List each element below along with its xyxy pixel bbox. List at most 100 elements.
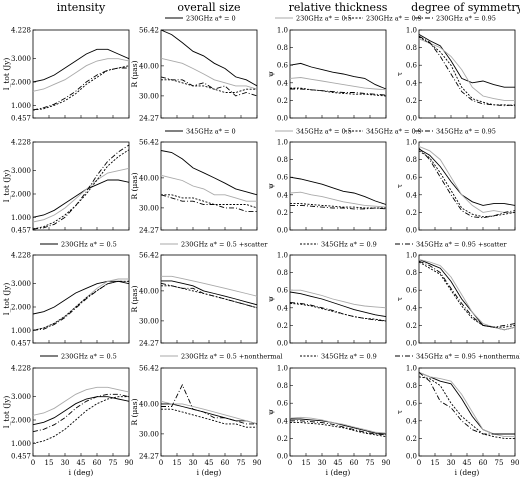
y-tick-label: 1.0 (406, 27, 417, 35)
panel-r2-size: 24.27 30.00 40.00 56.42 R (μas) (130, 139, 258, 235)
x-tick-label: 75 (237, 459, 246, 467)
column-title-thickness: relative thickness (289, 1, 388, 14)
y-tick-label: 1.0 (406, 252, 417, 260)
y-tick-label: 40.00 (139, 62, 159, 70)
series-line-2 (160, 174, 257, 202)
x-tick-label: 90 (125, 459, 134, 467)
panel-r3-symmetry: 0.0 0.2 0.4 0.6 0.8 1.0 τ (395, 252, 516, 348)
series-line-4 (290, 420, 387, 436)
y-tick-label: 0.8 (406, 269, 417, 277)
series-line-2 (32, 386, 130, 416)
series-line-4 (161, 383, 257, 425)
y-tick-label: 0.4 (277, 304, 289, 312)
y-tick-label: 3.000 (11, 280, 31, 288)
x-tick-label: 75 (109, 459, 118, 467)
series-line-3 (32, 149, 130, 230)
y-tick-label: 0.6 (406, 62, 418, 70)
x-tick-label: 45 (334, 459, 343, 467)
x-tick-label: 30 (318, 459, 327, 467)
series-line-1 (32, 280, 130, 315)
y-tick-label: 0.0 (406, 115, 417, 123)
y-tick-label: 30.00 (139, 430, 159, 438)
series-line-2 (160, 57, 258, 90)
legend-label: 345GHz a* = 0.5 (296, 127, 352, 135)
panel-r4-size: 24.27 30.00 40.00 56.42 R (μas) 0 15 30 45 60 75 90… (130, 365, 261, 478)
series-line-4 (290, 204, 387, 210)
series-line-4 (160, 282, 258, 309)
y-tick-label: 56.42 (139, 139, 159, 147)
x-tick-label: 15 (173, 459, 182, 467)
y-tick-label: 0.6 (406, 400, 418, 408)
y-tick-label: 0.0 (277, 340, 288, 348)
y-tick-label: 1.0 (277, 365, 288, 373)
y-axis-label: ψ (266, 183, 275, 189)
series-line-4 (418, 260, 516, 328)
series-line-2 (418, 38, 515, 101)
series-line-1 (289, 291, 387, 318)
y-axis-label: R (μas) (130, 398, 139, 425)
y-tick-label: 30.00 (139, 317, 159, 325)
y-tick-label: 4.228 (11, 252, 31, 260)
series-line-1 (32, 396, 130, 426)
plot-frame (418, 29, 516, 119)
x-tick-label: 0 (417, 459, 421, 467)
y-tick-label: 0.4 (277, 191, 289, 199)
series-line-1 (32, 48, 130, 83)
x-tick-label: 30 (61, 459, 70, 467)
plot-frame (418, 254, 516, 344)
y-axis-label: τ (395, 410, 404, 414)
series-line-2 (418, 371, 515, 438)
legend-label: 345GHz a* = 0.95 +nonthermal (416, 352, 520, 360)
series-line-4 (418, 35, 516, 107)
y-tick-label: 2.000 (11, 190, 31, 198)
y-tick-label: 0.0 (406, 340, 417, 348)
plot-frame (32, 367, 130, 457)
x-tick-label: 0 (31, 459, 35, 467)
y-tick-label: 0.457 (11, 340, 31, 348)
series-line-2 (418, 145, 515, 213)
series-line-4 (32, 393, 130, 433)
series-line-3 (418, 376, 515, 439)
y-tick-label: 0.2 (277, 97, 288, 105)
y-tick-label: 0.6 (277, 62, 289, 70)
series-line-1 (161, 280, 258, 306)
legend-label: 230GHz a* = 0 (186, 14, 236, 22)
y-tick-label: 0.6 (277, 174, 289, 182)
y-tick-label: 0.4 (406, 417, 418, 425)
y-tick-label: 0.0 (277, 453, 288, 461)
y-axis-label: R (μas) (130, 285, 139, 312)
y-tick-label: 0.2 (406, 435, 417, 443)
y-tick-label: 0.6 (406, 174, 418, 182)
y-tick-label: 1.000 (11, 214, 31, 222)
x-tick-label: 45 (205, 459, 214, 467)
y-tick-label: 2.000 (11, 416, 31, 424)
y-tick-label: 0.2 (277, 322, 288, 330)
y-tick-label: 0.8 (277, 269, 288, 277)
y-axis-label: ψ (266, 71, 275, 77)
x-axis-label: i (deg) (455, 468, 480, 477)
legend-label: 230GHz a* = 0.5 (61, 240, 117, 248)
y-tick-label: 0.8 (277, 156, 288, 164)
plot-frame (418, 367, 516, 457)
y-tick-label: 56.42 (139, 365, 159, 373)
y-axis-label: τ (395, 297, 404, 301)
x-tick-label: 45 (463, 459, 472, 467)
y-tick-label: 0.8 (277, 44, 288, 52)
y-tick-label: 24.27 (139, 115, 159, 123)
plot-frame (160, 367, 258, 457)
y-tick-label: 1.0 (277, 139, 288, 147)
legend-label: 230GHz a* = 0.5 +scatter (181, 240, 268, 248)
y-axis-label: R (μas) (130, 172, 139, 199)
y-tick-label: 1.000 (11, 327, 31, 335)
y-axis-label: ψ (266, 296, 275, 302)
x-tick-label: 60 (479, 459, 488, 467)
y-tick-label: 0.2 (406, 209, 417, 217)
panel-r1-thickness: 0.0 0.2 0.4 0.6 0.8 1.0 ψ (266, 27, 387, 123)
plot-frame (289, 254, 387, 344)
legend-label: 230GHz a* = 0.5 (61, 352, 117, 360)
y-tick-label: 4.228 (11, 27, 31, 35)
y-tick-label: 0.6 (406, 287, 418, 295)
series-line-1 (289, 62, 387, 90)
y-tick-label: 0.2 (277, 435, 288, 443)
